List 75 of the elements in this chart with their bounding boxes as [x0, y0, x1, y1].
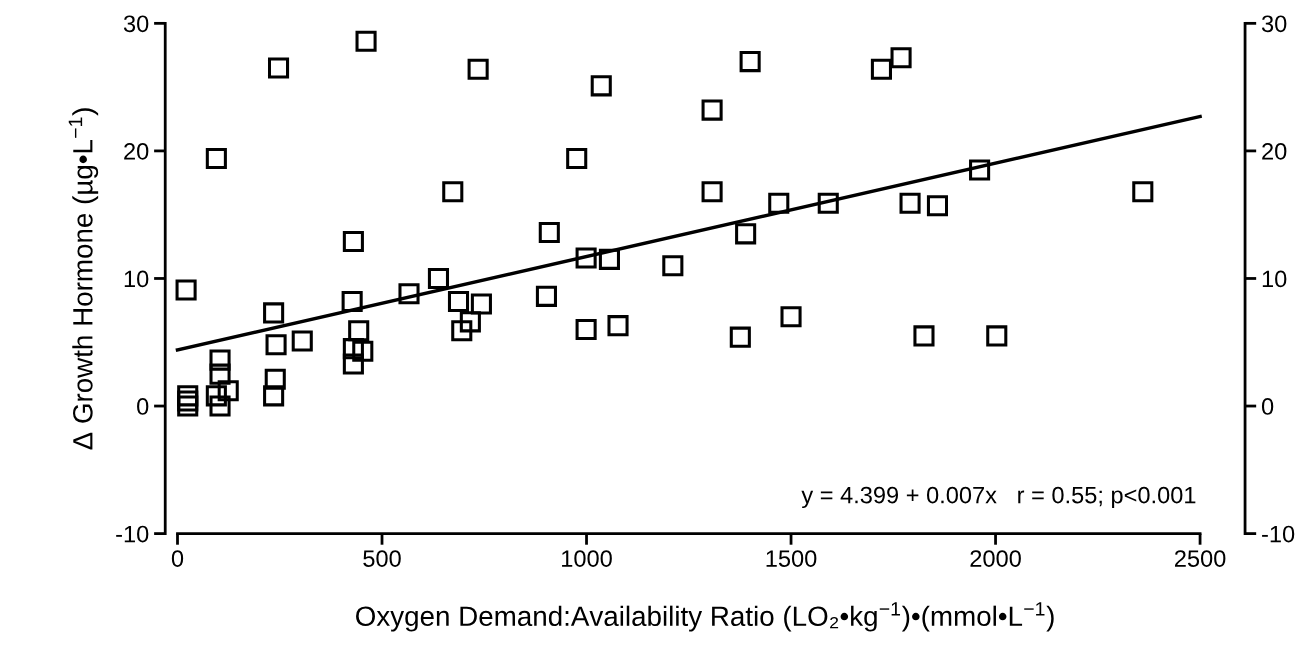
point [1132, 181, 1154, 203]
annotation: y = 4.399 + 0.007x r = 0.55; p<0.001 [801, 486, 1196, 509]
point [398, 283, 420, 305]
point [590, 75, 612, 97]
point [263, 385, 285, 407]
point [575, 318, 597, 341]
point [447, 290, 470, 312]
point [598, 248, 620, 270]
point [209, 363, 231, 385]
point [217, 380, 239, 402]
point [341, 290, 363, 312]
x-tick-label: 1000 [562, 550, 612, 567]
point [442, 181, 464, 203]
y2-tick-label: 30 [1261, 15, 1287, 33]
y-tick-label: -10 [116, 525, 149, 543]
point [342, 338, 364, 360]
point [342, 353, 364, 375]
point [265, 334, 287, 356]
point [566, 148, 588, 170]
point [701, 99, 723, 121]
point [986, 325, 1008, 347]
point [427, 267, 450, 290]
point [175, 279, 197, 301]
point [870, 58, 892, 80]
point [780, 306, 802, 328]
point [459, 311, 481, 333]
point [177, 390, 199, 412]
x-tick-label: 500 [363, 550, 401, 567]
point [899, 192, 921, 214]
y-tick-label: 30 [123, 15, 149, 33]
x-tick-label: 2500 [1174, 550, 1226, 567]
point [263, 302, 285, 324]
point [890, 47, 912, 69]
point [768, 192, 790, 214]
x-tick-label: 2000 [970, 550, 1021, 567]
point [451, 320, 473, 342]
point [739, 51, 761, 73]
point [348, 320, 370, 342]
point [470, 293, 492, 315]
point [177, 395, 199, 417]
point [701, 181, 723, 203]
point [662, 255, 684, 277]
point [735, 223, 757, 245]
point [291, 330, 313, 352]
x-tick-label: 1500 [766, 550, 817, 567]
point [264, 368, 286, 390]
y-tick-label: 10 [124, 270, 149, 288]
point [467, 58, 489, 80]
point [969, 159, 991, 181]
y-axis-title: Δ Growth Hormone (µg•L$^{−1}$) [68, 108, 99, 450]
y-tick-label: 20 [124, 142, 149, 160]
point [355, 30, 377, 52]
point [535, 285, 557, 307]
point [177, 385, 199, 407]
point [607, 315, 629, 337]
point [209, 349, 231, 371]
y2-tick-label: -10 [1262, 525, 1295, 543]
point [342, 230, 364, 253]
point [267, 57, 290, 79]
x-tick-label: 0 [171, 550, 184, 567]
x-axis-title: Oxygen Demand:Availability Ratio (LO₂•kg$^{−1}$)•(mmol•L$^{−1}$) [356, 602, 1054, 632]
point [575, 247, 597, 269]
point [205, 148, 227, 170]
y2-tick-label: 10 [1262, 270, 1287, 288]
point [926, 195, 949, 217]
y2-tick-label: 20 [1262, 142, 1287, 160]
point [817, 192, 839, 214]
point [352, 340, 374, 362]
point [209, 395, 231, 417]
point [913, 325, 935, 347]
y2-tick-label: 0 [1261, 398, 1274, 415]
y-tick-label: 0 [137, 398, 149, 415]
point [538, 221, 560, 244]
point [205, 385, 227, 407]
point [729, 326, 751, 348]
